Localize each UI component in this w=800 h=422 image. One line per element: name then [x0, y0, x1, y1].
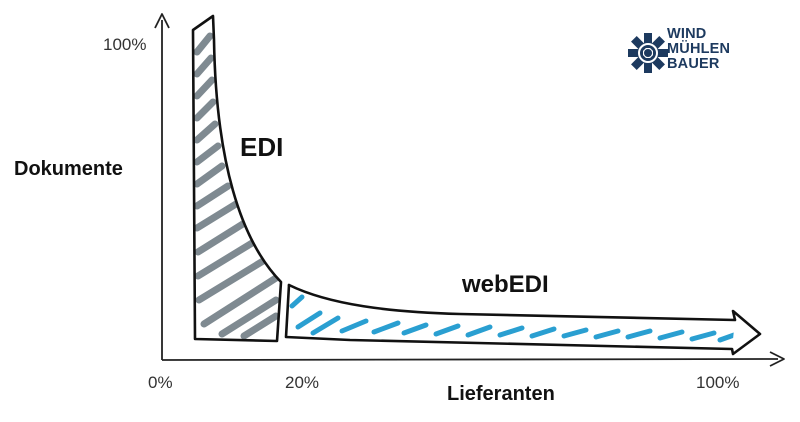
brand-logo: WIND MÜHLEN BAUER: [629, 27, 759, 79]
x-axis-label: Lieferanten: [447, 383, 555, 405]
y-axis: [154, 13, 170, 360]
x-tick-0: 0%: [148, 373, 173, 392]
y-axis-label: Dokumente: [14, 158, 123, 180]
x-tick-20: 20%: [285, 373, 320, 392]
edi-region: [191, 14, 283, 343]
webedi-region: [284, 283, 762, 356]
brand-line-2: MÜHLEN: [667, 41, 731, 57]
brand-wordmark: WIND MÜHLEN BAUER: [667, 27, 730, 72]
x-tick-100: 100%: [696, 373, 740, 392]
edi-label: EDI: [240, 132, 284, 162]
brand-line-3: BAUER: [667, 56, 720, 72]
webedi-label: webEDI: [462, 271, 549, 298]
windmill-logo-icon: [628, 33, 668, 73]
y-tick-100: 100%: [103, 35, 147, 54]
brand-line-1: WIND: [667, 26, 707, 42]
x-axis: [161, 351, 785, 367]
